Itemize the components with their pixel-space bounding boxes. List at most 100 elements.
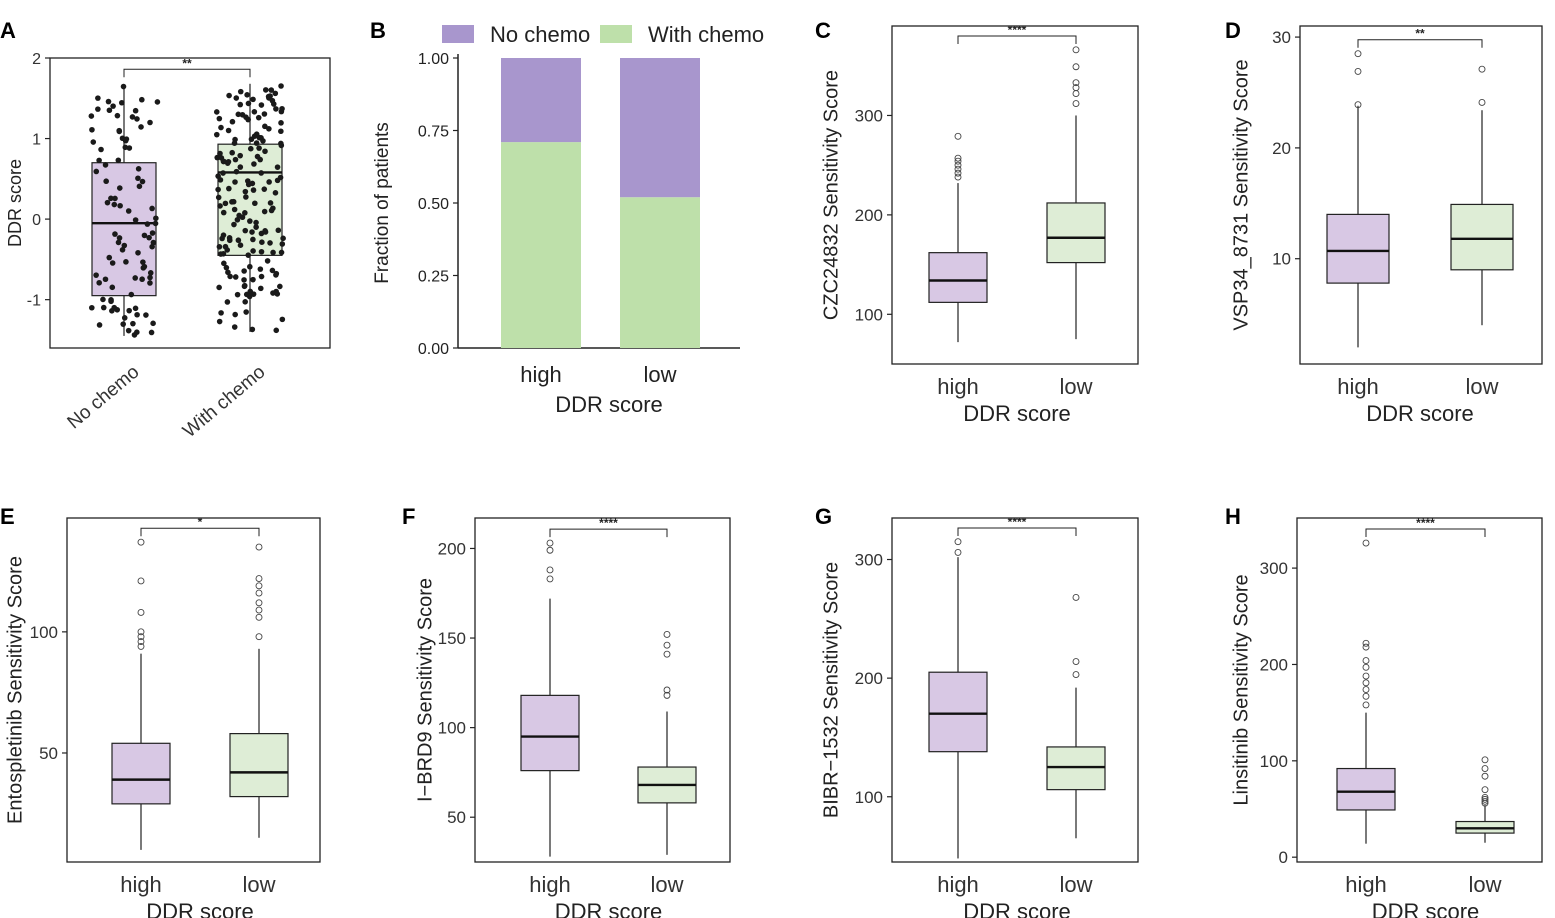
panel-a-point-with-chemo: [262, 123, 268, 130]
panel-a-point-with-chemo: [215, 194, 222, 201]
panel-a-point-no-chemo: [139, 276, 145, 283]
panel-a-point-no-chemo: [140, 259, 146, 265]
panel-a-point-no-chemo: [110, 103, 116, 109]
panel-h-outlier-high: [1362, 692, 1370, 700]
panel-a-point-no-chemo: [90, 139, 97, 145]
panel-g-box-high: [928, 671, 988, 753]
panel-a-point-with-chemo: [257, 285, 264, 292]
panel-a-point-no-chemo: [93, 272, 99, 278]
panel-c-box-low: [1046, 202, 1106, 264]
panel-a-box-no-chemo: [91, 162, 157, 297]
panel-e-xlabel: DDR score: [146, 899, 254, 918]
panel-h: H 0 100 200 300 Linsitinib Sensitivity Score h…: [1225, 504, 1543, 918]
panel-a-point-with-chemo: [244, 92, 250, 98]
panel-f-outlier-low: [663, 631, 671, 638]
panel-a-point-no-chemo: [135, 249, 141, 256]
panel-h-outlier-low: [1481, 797, 1489, 805]
panel-a-point-no-chemo: [95, 95, 101, 101]
panel-f-outlier-low: [663, 650, 671, 658]
panel-a-point-with-chemo: [237, 88, 244, 95]
panel-a-point-no-chemo: [120, 83, 127, 90]
panel-a-point-with-chemo: [218, 124, 224, 131]
panel-a-point-with-chemo: [257, 266, 264, 272]
panel-a-point-with-chemo: [251, 108, 258, 115]
panel-a-point-no-chemo: [132, 107, 139, 114]
panel-c-ylabel: CZC24832 Sensitivity Score: [820, 70, 842, 320]
panel-b-bar-low-no-chemo: [620, 58, 700, 198]
panel-e-letter: E: [0, 504, 15, 529]
panel-a-point-with-chemo: [243, 114, 249, 120]
panel-a-point-no-chemo: [126, 307, 132, 314]
panel-f-outlier-high: [546, 575, 554, 583]
panel-a-point-with-chemo: [250, 96, 256, 103]
panel-b-xtick-low: low: [643, 362, 676, 387]
panel-a-point-no-chemo: [150, 239, 157, 246]
panel-a-point-no-chemo: [118, 99, 125, 106]
panel-a-point-no-chemo: [100, 304, 107, 311]
panel-a-point-with-chemo: [237, 152, 243, 159]
panel-a-point-with-chemo: [258, 170, 264, 176]
panel-a-point-with-chemo: [220, 232, 227, 238]
panel-b-ylabel: Fraction of patients: [372, 122, 393, 284]
panel-e-outlier-high: [137, 638, 145, 645]
panel-b-legend-swatch-with-chemo: [600, 25, 632, 43]
panel-e-outlier-low: [255, 606, 263, 614]
panel-b-legend-swatch-no-chemo: [442, 25, 474, 43]
panel-a-point-with-chemo: [243, 194, 249, 200]
panel-d-outlier-high: [1354, 101, 1362, 109]
panel-g-significance-bracket: [957, 527, 1077, 536]
panel-h-outlier-high: [1362, 539, 1370, 547]
panel-a-point-with-chemo: [229, 118, 236, 125]
panel-a-point-no-chemo: [116, 128, 123, 135]
panel-d-outlier-low: [1478, 65, 1486, 73]
panel-a-point-with-chemo: [217, 150, 223, 157]
panel-e-outlier-low: [255, 613, 263, 621]
panel-a-point-with-chemo: [247, 263, 253, 270]
panel-e-significance-bracket: [140, 527, 260, 537]
panel-h-ytick-label: 0: [1279, 848, 1288, 867]
panel-h-letter: H: [1225, 504, 1241, 529]
panel-a-point-with-chemo: [233, 168, 240, 175]
panel-a-point-with-chemo: [227, 273, 233, 280]
panel-c-significance-label: ****: [1008, 23, 1027, 37]
panel-a-point-no-chemo: [123, 259, 129, 265]
panel-a-point-no-chemo: [122, 144, 129, 151]
panel-a-point-with-chemo: [234, 291, 241, 298]
panel-d-xlabel: DDR score: [1366, 401, 1474, 426]
panel-a-xtick-with-chemo: With chemo: [179, 362, 269, 443]
panel-a-significance-label: **: [182, 56, 192, 70]
panel-a-point-no-chemo: [111, 201, 118, 208]
panel-a-point-no-chemo: [144, 221, 151, 227]
panel-c-outlier-low: [1072, 84, 1080, 92]
panel-a-point-no-chemo: [131, 332, 138, 338]
panel-h-outlier-low: [1481, 765, 1489, 772]
panel-d-ytick-label: 20: [1272, 139, 1291, 158]
panel-f-ytick-label: 150: [438, 629, 466, 648]
panel-a-point-no-chemo: [125, 327, 132, 334]
panel-f-outlier-high: [546, 566, 554, 574]
panel-h-outlier-low: [1481, 795, 1489, 803]
panel-a-point-with-chemo: [258, 102, 265, 108]
panel-a-point-no-chemo: [130, 320, 136, 327]
panel-a-point-no-chemo: [125, 208, 132, 214]
panel-e-outlier-low: [255, 589, 263, 597]
panel-a-point-no-chemo: [117, 202, 123, 209]
panel-a-point-with-chemo: [253, 131, 260, 137]
panel-h-box-high: [1336, 767, 1396, 811]
panel-a-point-with-chemo: [242, 227, 249, 234]
panel-d-outlier-low: [1478, 99, 1486, 106]
panel-a-point-with-chemo: [249, 326, 256, 333]
panel-e-outlier-low: [255, 575, 263, 583]
panel-g-xtick-low: low: [1059, 872, 1092, 897]
panel-a-point-no-chemo: [122, 137, 129, 144]
panel-c-letter: C: [815, 18, 831, 43]
panel-g-outlier-low: [1072, 594, 1080, 601]
panel-a-point-with-chemo: [252, 200, 258, 207]
panel-a-point-with-chemo: [277, 283, 283, 290]
panel-a-point-with-chemo: [231, 206, 238, 213]
panel-h-outlier-high: [1362, 686, 1370, 693]
panel-h-xlabel: DDR score: [1372, 899, 1480, 918]
panel-f-significance-label: ****: [599, 516, 618, 530]
panel-a-point-no-chemo: [104, 199, 111, 206]
